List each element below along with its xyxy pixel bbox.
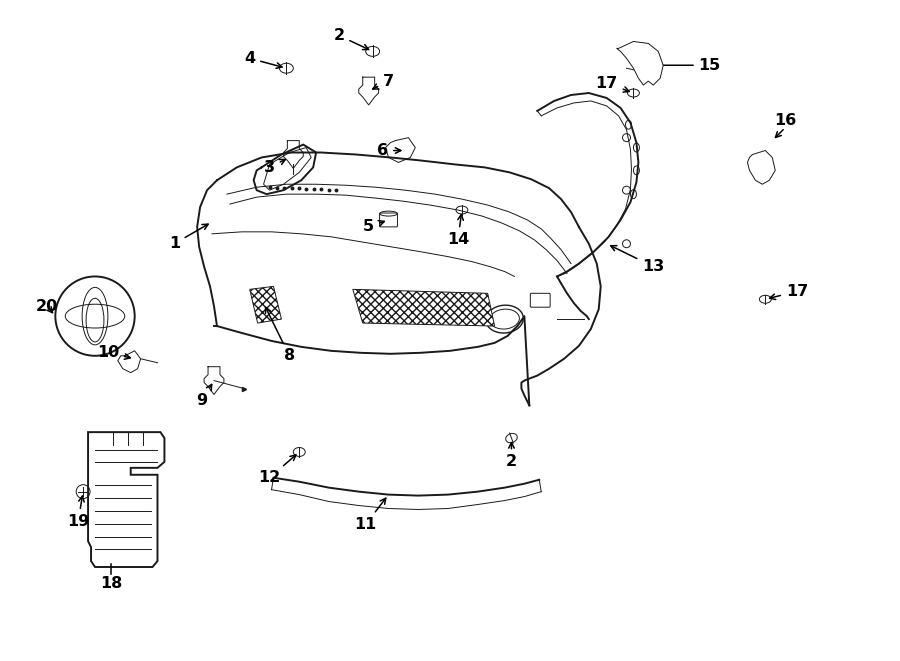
Text: 13: 13 [611, 246, 664, 274]
Text: 8: 8 [266, 307, 295, 364]
Text: 7: 7 [373, 73, 394, 89]
Polygon shape [616, 42, 663, 85]
Polygon shape [748, 151, 775, 184]
Text: 19: 19 [67, 496, 89, 529]
Text: 15: 15 [645, 58, 721, 73]
Text: 14: 14 [446, 214, 469, 247]
Text: 6: 6 [377, 143, 400, 158]
Text: 17: 17 [596, 75, 629, 92]
Text: 1: 1 [169, 224, 208, 251]
Text: 2: 2 [333, 28, 369, 50]
Text: 2: 2 [506, 443, 517, 469]
Text: 18: 18 [100, 576, 122, 592]
Text: 9: 9 [196, 385, 211, 408]
Polygon shape [353, 290, 495, 326]
Polygon shape [249, 286, 282, 323]
Text: 10: 10 [97, 345, 130, 360]
Text: 3: 3 [264, 159, 285, 175]
Text: 17: 17 [770, 284, 808, 299]
Text: 11: 11 [355, 498, 386, 532]
Text: 16: 16 [774, 113, 796, 128]
Text: 4: 4 [244, 51, 282, 68]
Text: 12: 12 [258, 455, 296, 485]
Text: 5: 5 [363, 219, 384, 235]
Text: 20: 20 [36, 299, 58, 314]
